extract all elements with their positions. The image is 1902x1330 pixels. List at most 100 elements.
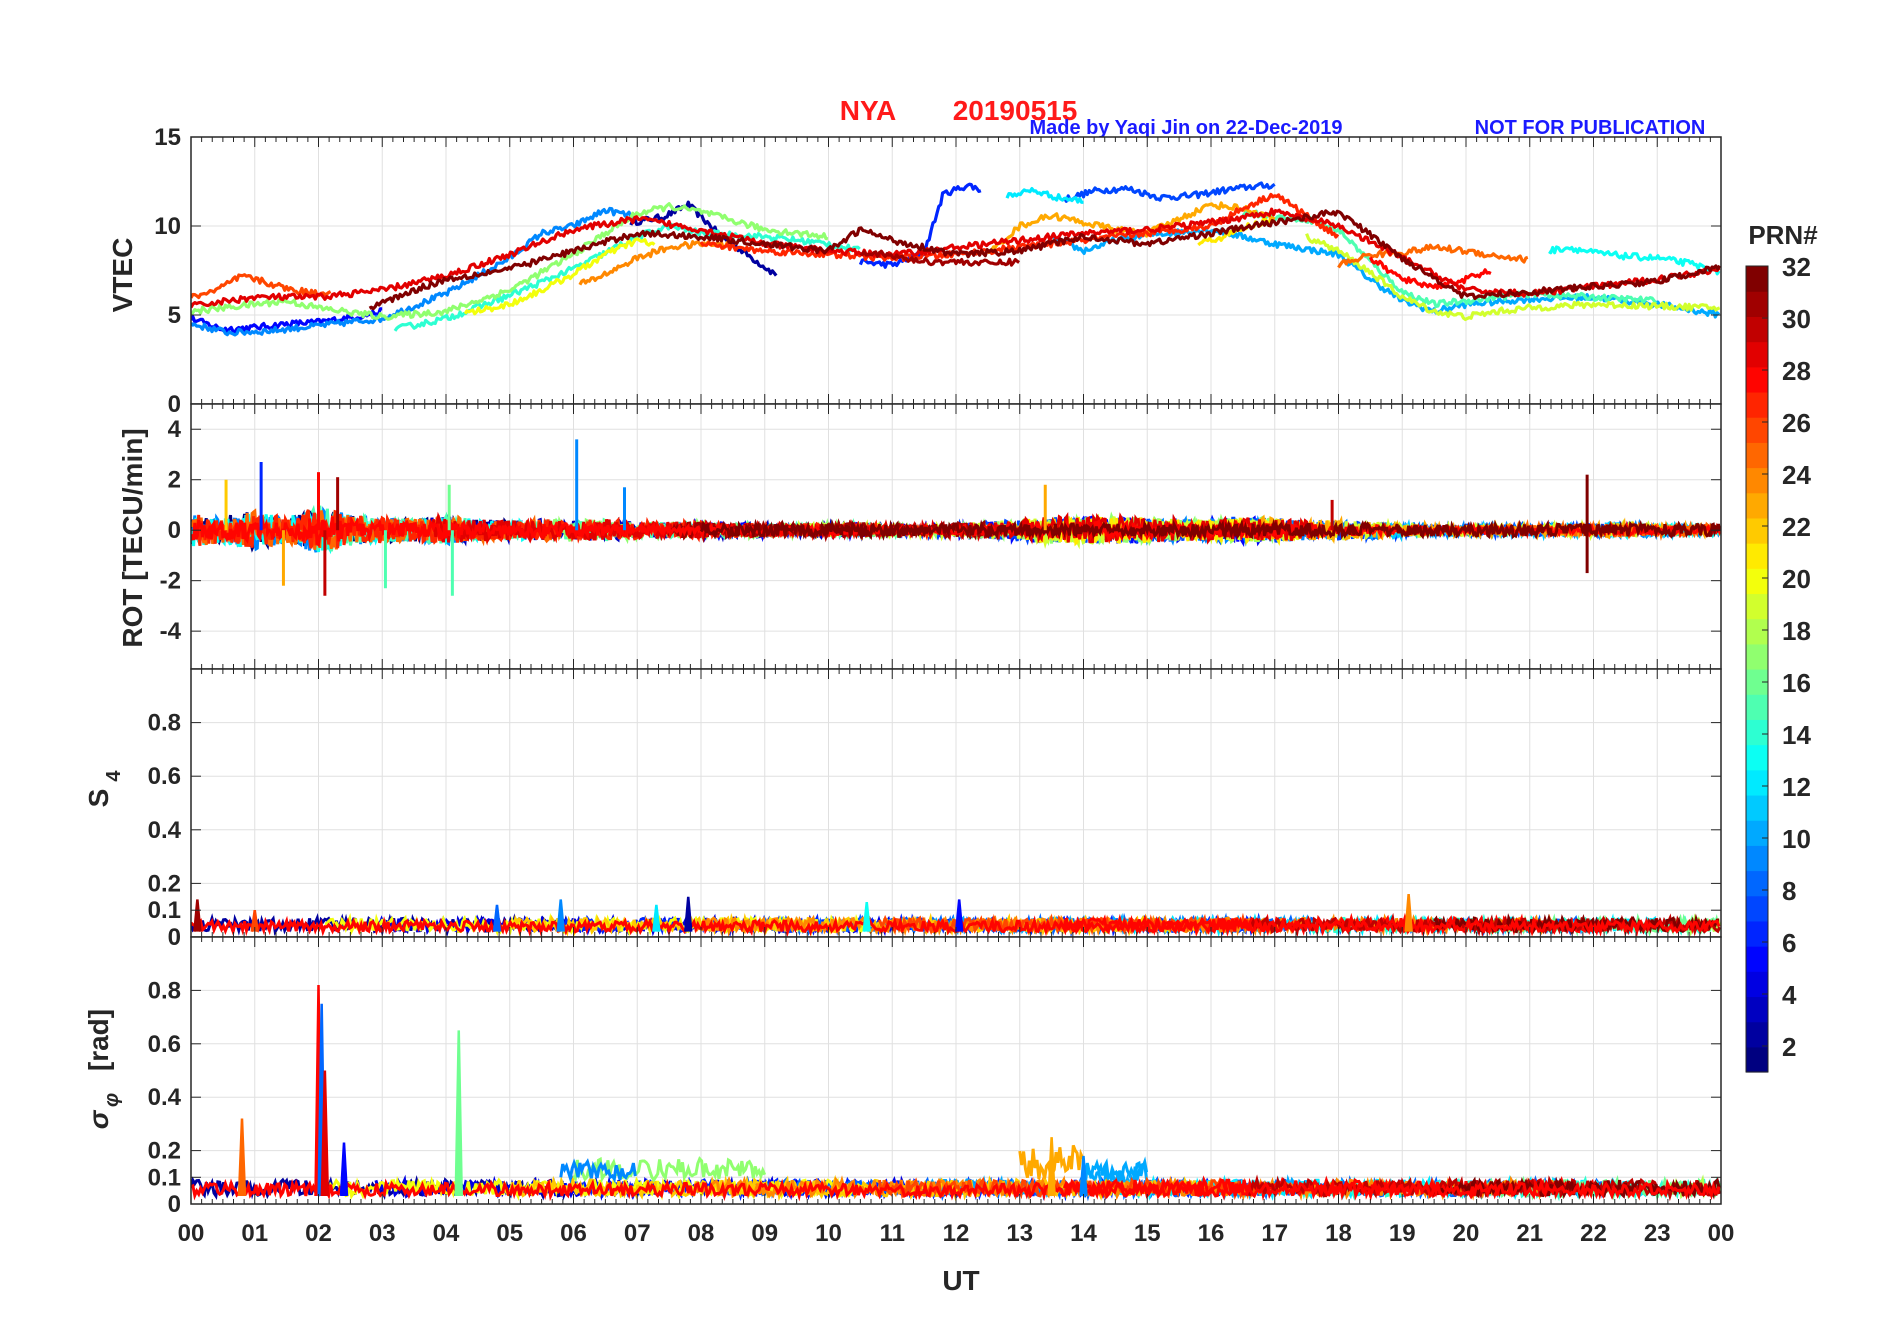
s4-spike: [652, 904, 661, 932]
ytick-label: 0.1: [148, 1164, 181, 1191]
colorbar-swatch: [1746, 417, 1768, 443]
colorbar-tick-label: 2: [1782, 1032, 1796, 1062]
vtec-series-13: [1548, 245, 1721, 276]
xtick-label: 20: [1453, 1220, 1480, 1247]
sigma_phi-spike: [237, 1118, 247, 1197]
vtec-series-15: [1241, 208, 1658, 308]
vtec-series-12: [1005, 187, 1084, 204]
ytick-label: 0: [168, 391, 181, 418]
sigma_phi-spike: [320, 1070, 330, 1197]
colorbar-swatch: [1746, 266, 1768, 292]
xtick-label: 14: [1070, 1220, 1097, 1247]
vtec-series-26: [191, 273, 332, 300]
colorbar-swatch: [1746, 794, 1768, 821]
ytick-label: 0.8: [148, 977, 181, 1004]
colorbar-swatch: [1746, 996, 1768, 1023]
vtec-panel: 0 5 10 15: [154, 124, 1722, 418]
vtec-series-20: [463, 237, 656, 316]
vtec-series-17: [191, 202, 829, 321]
colorbar-swatch: [1746, 820, 1768, 846]
plot-area: [191, 439, 1721, 596]
colorbar-tick-label: 22: [1782, 512, 1811, 542]
s4-spike: [250, 910, 259, 932]
colorbar-tick-label: 28: [1782, 356, 1811, 386]
xtick-label: 12: [943, 1220, 970, 1247]
s4-spike: [862, 902, 871, 932]
colorbar-swatch: [1746, 694, 1768, 720]
colorbar-swatch: [1746, 492, 1768, 519]
colorbar-swatch: [1746, 517, 1768, 544]
ytick-label: -2: [160, 568, 181, 595]
colorbar-swatch: [1746, 643, 1768, 670]
s4-spike: [1404, 894, 1413, 932]
vtec-series-10: [1050, 226, 1721, 319]
colorbar-swatch: [1746, 719, 1768, 746]
colorbar-tick-label: 20: [1782, 564, 1811, 594]
xtick-label: 05: [496, 1220, 523, 1247]
ytick-label: -4: [160, 618, 182, 645]
sigma_phi-series-main: [191, 1177, 1721, 1202]
minor-ticks: [190, 937, 1722, 1204]
credit-text: Made by Yaqi Jin on 22-Dec-2019: [1029, 117, 1342, 139]
xtick-label: 04: [433, 1220, 460, 1247]
s4-ylabel: S 4: [83, 770, 125, 808]
sigma_phi-spike: [1079, 1155, 1088, 1197]
colorbar-swatch: [1746, 291, 1768, 317]
xtick-label: 06: [560, 1220, 587, 1247]
ut-axis-ticks: 00 01 02 03 04 05 06 07 08 09 10 11 12 13 14 15 16 17 18 19…: [178, 1220, 1735, 1247]
colorbar-swatch: [1746, 870, 1768, 897]
xtick-label: 21: [1516, 1220, 1543, 1247]
vtec-series-29: [191, 207, 1721, 309]
s4-panel: 00.10.2 0.4 0.6 0.8: [148, 668, 1722, 951]
s4-ylabel-sub: 4: [103, 770, 125, 782]
xtick-label: 00: [1708, 1220, 1735, 1247]
colorbar-swatch: [1746, 593, 1768, 620]
colorbar-swatch: [1746, 1046, 1768, 1073]
xtick-label: 08: [688, 1220, 715, 1247]
colorbar-swatch: [1746, 1021, 1768, 1048]
xtick-label: 01: [241, 1220, 268, 1247]
notice-text: NOT FOR PUBLICATION: [1475, 117, 1706, 139]
ytick-label: 15: [154, 124, 181, 151]
colorbar-swatch: [1746, 442, 1768, 469]
colorbar-swatch: [1746, 971, 1768, 998]
sigma-ylabel-sub: φ: [101, 1093, 123, 1107]
xtick-label: 02: [305, 1220, 332, 1247]
sigma_phi-bump: [559, 1158, 637, 1184]
rot-panel: -4 -2 0 2 4: [160, 403, 1722, 670]
ytick-label: 5: [168, 302, 181, 329]
colorbar-swatch: [1746, 845, 1768, 872]
s4-ylabel-main: S: [83, 789, 114, 808]
ut-xlabel: UT: [942, 1265, 979, 1296]
ytick-label: 2: [168, 467, 181, 494]
colorbar-tick-label: 26: [1782, 408, 1811, 438]
colorbar-tick-label: 14: [1782, 720, 1811, 750]
rot-series-32: [699, 518, 1721, 541]
ytick-label: 0.6: [148, 763, 181, 790]
sigma-ylabel-unit: [rad]: [83, 1009, 114, 1071]
colorbar-title: PRN#: [1748, 220, 1818, 250]
station-title: NYA: [840, 95, 897, 126]
colorbar-tick-label: 32: [1782, 252, 1811, 282]
vtec-series-2: [629, 200, 778, 277]
ytick-label: 0.6: [148, 1031, 181, 1058]
colorbar-tick-label: 4: [1782, 980, 1797, 1010]
xtick-label: 10: [815, 1220, 842, 1247]
colorbar-swatch: [1746, 920, 1768, 947]
grid: [191, 937, 1721, 1205]
xtick-label: 18: [1325, 1220, 1352, 1247]
xtick-label: 07: [624, 1220, 651, 1247]
ytick-label: 0: [168, 924, 181, 951]
sigma-phi-panel: 00.10.2 0.4 0.6 0.8: [148, 936, 1722, 1218]
vtec-series-27: [699, 192, 1340, 263]
colorbar-tick-label: 8: [1782, 876, 1796, 906]
ytick-label: 0.2: [148, 1138, 181, 1165]
sigma_phi-spike: [454, 1030, 463, 1197]
ytick-label: 0.4: [148, 817, 182, 844]
vtec-series-32: [368, 209, 1721, 311]
xtick-label: 19: [1389, 1220, 1416, 1247]
ytick-label: 4: [168, 416, 182, 443]
vtec-ylabel: VTEC: [107, 238, 138, 313]
ytick-label: 0.4: [148, 1084, 182, 1111]
